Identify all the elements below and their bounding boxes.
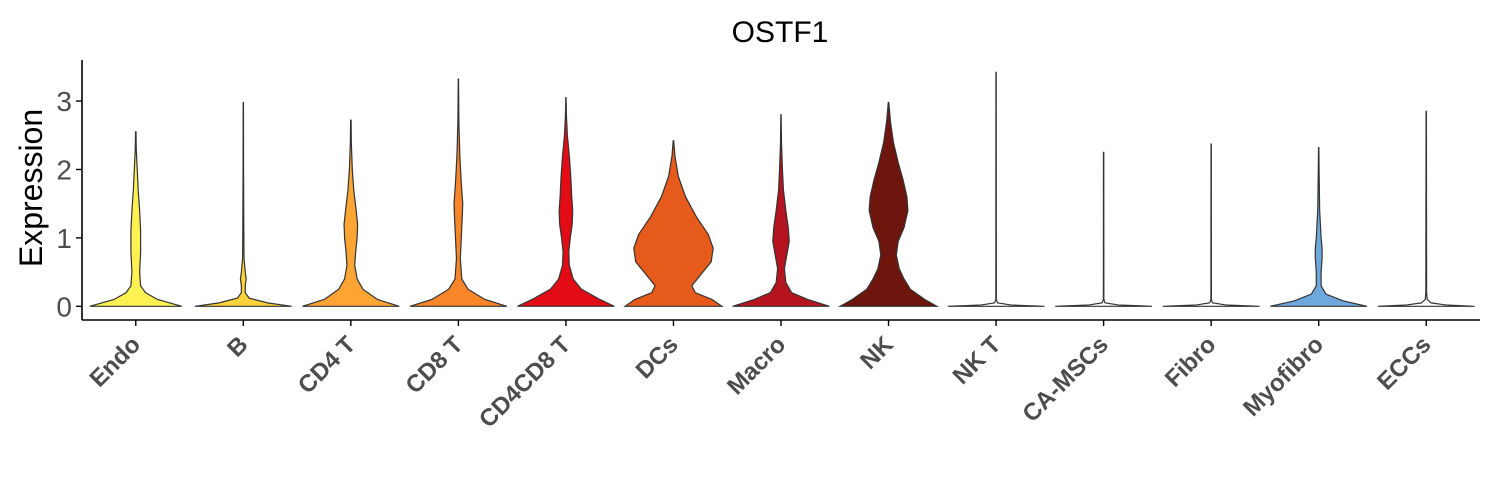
y-ticks-group: 0 1 2 3 [56, 86, 82, 322]
violin-endo [89, 131, 182, 307]
x-tick-label: ECCs [1372, 331, 1436, 395]
violin-macro [732, 114, 830, 307]
x-tick-label: DCs [631, 331, 684, 384]
violin-myofibro [1270, 146, 1368, 307]
x-tick-label: NK [855, 331, 899, 375]
x-tick-label: Macro [722, 331, 791, 400]
x-tick-label: CD4 T [293, 331, 361, 399]
y-tick-label: 0 [56, 291, 72, 322]
y-axis-label: Expression [13, 109, 49, 267]
x-tick-label: Fibro [1160, 331, 1222, 393]
violin-dcs [623, 140, 724, 307]
violin-ca-mscs [1055, 151, 1153, 307]
violin-eccs [1377, 110, 1475, 307]
chart-title: OSTF1 [732, 16, 829, 49]
violin-b [194, 101, 292, 307]
y-tick-label: 3 [56, 86, 72, 117]
x-tick-label: B [222, 331, 253, 362]
x-tick-label: Myofibro [1238, 331, 1329, 422]
violin-cd4-t [302, 119, 400, 307]
violins-group [89, 71, 1475, 307]
x-tick-label: NK T [948, 331, 1007, 390]
violin-fibro [1162, 143, 1260, 307]
violin-cd8-t [409, 78, 507, 307]
x-tick-label: Endo [84, 331, 146, 393]
x-tick-label: CD4CD8 T [474, 331, 576, 433]
x-ticks-group: Endo B CD4 T CD8 T CD4CD8 T DCs Macro NK NK T CA-… [84, 320, 1436, 433]
violin-nk [837, 101, 940, 307]
x-tick-label: CD8 T [401, 331, 469, 399]
violin-nk-t [947, 71, 1045, 307]
y-tick-label: 1 [56, 223, 72, 254]
y-tick-label: 2 [56, 154, 72, 185]
x-tick-label: CA-MSCs [1017, 331, 1113, 427]
violin-cd4cd8-t [517, 97, 615, 307]
